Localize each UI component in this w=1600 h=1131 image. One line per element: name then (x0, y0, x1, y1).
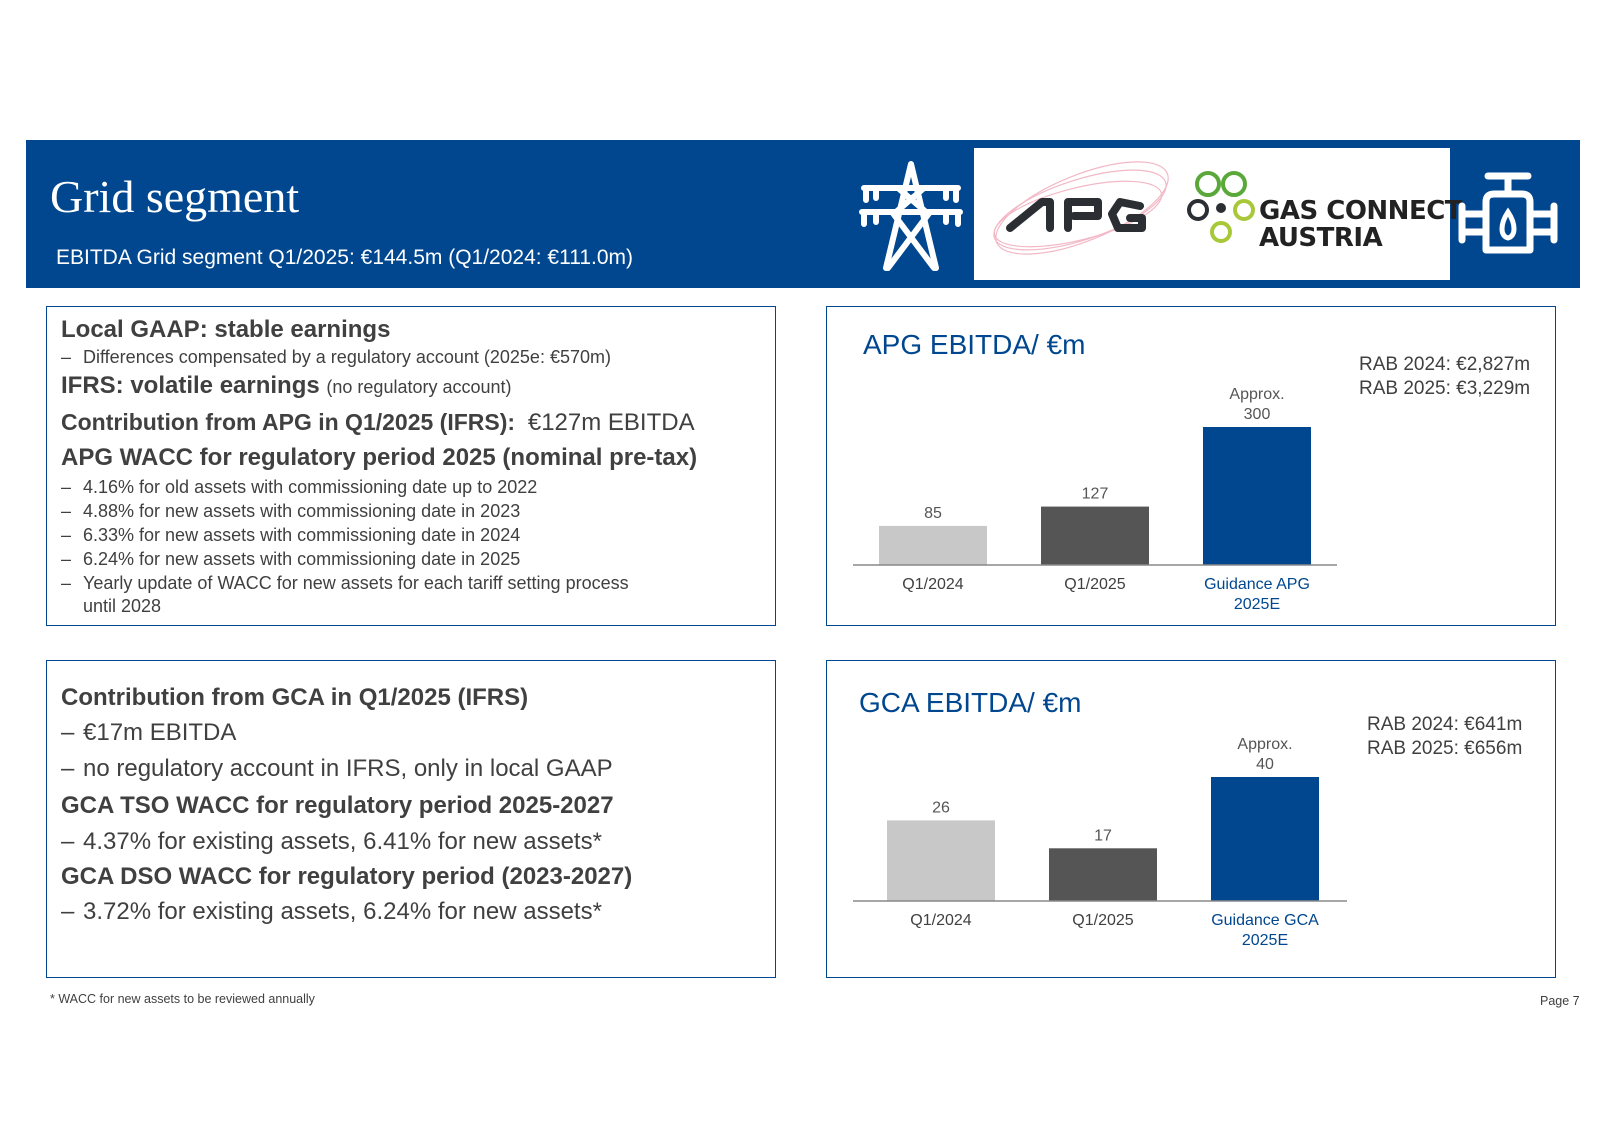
gca-data-label: Approx. (1237, 736, 1292, 753)
apg-bar (1203, 427, 1311, 565)
gca-bullet-dso: –3.72% for existing assets, 6.24% for ne… (61, 898, 602, 925)
apg-bar (1041, 506, 1149, 565)
gca-category-label: Q1/2024 (910, 912, 971, 929)
apg-category-label: Guidance APG (1204, 576, 1310, 593)
gca-heading-contribution: Contribution from GCA in Q1/2025 (IFRS) (61, 684, 529, 711)
apg-heading-wacc: APG WACC for regulatory period 2025 (nom… (61, 444, 698, 471)
page-subtitle: EBITDA Grid segment Q1/2025: €144.5m (Q1… (56, 246, 634, 269)
gca-rab-2025: RAB 2025: €656m (1367, 738, 1523, 759)
gca-line1: GAS CONNECT (1259, 196, 1463, 226)
apg-logo (993, 161, 1169, 255)
gca-bar (887, 820, 995, 901)
page-title: Grid segment (50, 171, 300, 222)
gca-rab-2024: RAB 2024: €641m (1367, 714, 1523, 735)
list-item: – Yearly update of WACC for new assets fo… (61, 573, 629, 593)
gca-data-label: 17 (1094, 827, 1112, 844)
gas-valve-icon (1458, 172, 1558, 254)
gca-heading-dso-wacc: GCA DSO WACC for regulatory period (2023… (61, 863, 633, 890)
partner-logos: GAS CONNECT AUSTRIA (974, 148, 1463, 280)
apg-rab-2025: RAB 2025: €3,229m (1359, 378, 1531, 399)
apg-rab: RAB 2024: €2,827m RAB 2025: €3,229m (1359, 353, 1530, 401)
gas-connect-austria-logo-icon (1187, 171, 1255, 243)
gca-data-label: 40 (1256, 756, 1274, 773)
gca-bullet-regulatory: – no regulatory account in IFRS, only in … (61, 755, 613, 782)
apg-data-label: Approx. (1229, 386, 1284, 403)
apg-info-panel: Local GAAP: stable earnings – Differences… (46, 306, 776, 626)
page-number: Page 7 (1540, 994, 1580, 1008)
gca-bullet-tso: –4.37% for existing assets, 6.41% for ne… (61, 828, 602, 855)
list-item-continuation: until 2028 (83, 596, 162, 616)
gca-chart-panel: GCA EBITDA/ €m RAB 2024: €641m RAB 2025:… (826, 660, 1556, 978)
gca-ebitda-chart: 26 Q1/2024 17 Q1/2025 Approx. 40 Guidance GCA 2… (853, 736, 1347, 949)
gca-info-panel: Contribution from GCA in Q1/2025 (IFRS) … (46, 660, 776, 978)
gca-category-label: Q1/2025 (1072, 912, 1133, 929)
apg-bar (879, 525, 987, 565)
gas-connect-austria-wordmark: GAS CONNECT AUSTRIA (1259, 196, 1463, 253)
apg-ebitda-chart: 85 Q1/2024 127 Q1/2025 Approx. 300 Guidance AP… (853, 386, 1337, 613)
apg-heading-contribution: Contribution from APG in Q1/2025 (IFRS):… (61, 409, 695, 436)
gca-heading-tso-wacc: GCA TSO WACC for regulatory period 2025-… (61, 792, 614, 819)
list-item: –6.33% for new assets with commissioning… (61, 525, 521, 545)
apg-data-label: 127 (1082, 486, 1109, 503)
power-tower-icon (859, 161, 963, 271)
list-item: –4.88% for new assets with commissioning… (61, 501, 521, 521)
header-banner: Grid segment EBITDA Grid segment Q1/2025… (26, 140, 1580, 288)
apg-heading-local-gaap: Local GAAP: stable earnings (61, 316, 391, 343)
footnote: * WACC for new assets to be reviewed ann… (50, 992, 315, 1006)
gca-line2: AUSTRIA (1259, 223, 1383, 253)
apg-category-label: 2025E (1234, 596, 1280, 613)
gca-data-label: 26 (932, 799, 950, 816)
apg-bullet-regulatory-account: – Differences compensated by a regulatory… (61, 347, 611, 367)
gca-rab: RAB 2024: €641m RAB 2025: €656m (1367, 713, 1522, 761)
gca-bullet-ebitda: – €17m EBITDA (61, 719, 237, 746)
gca-bar (1211, 777, 1319, 901)
apg-chart-panel: APG EBITDA/ €m RAB 2024: €2,827m RAB 202… (826, 306, 1556, 626)
list-item: –4.16% for old assets with commissioning… (61, 477, 538, 497)
apg-category-label: Q1/2024 (902, 576, 963, 593)
apg-rab-2024: RAB 2024: €2,827m (1359, 354, 1531, 375)
gca-category-label: 2025E (1242, 932, 1288, 949)
apg-data-label: 85 (924, 505, 942, 522)
gca-chart-title: GCA EBITDA/ €m (859, 687, 1082, 718)
apg-data-label: 300 (1244, 406, 1271, 423)
gca-category-label: Guidance GCA (1211, 912, 1319, 929)
apg-category-label: Q1/2025 (1064, 576, 1125, 593)
gca-bar (1049, 848, 1157, 901)
list-item: –6.24% for new assets with commissioning… (61, 549, 521, 569)
apg-heading-ifrs: IFRS: volatile earnings (no regulatory a… (61, 372, 512, 399)
apg-chart-title: APG EBITDA/ €m (863, 329, 1086, 360)
